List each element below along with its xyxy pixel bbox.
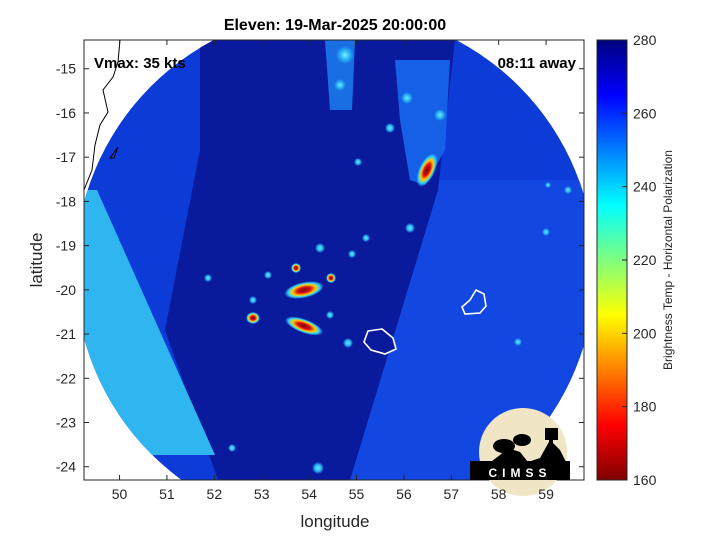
time-away-label: 08:11 away [498, 55, 577, 72]
y-tick-label: -15 [56, 61, 76, 77]
x-tick-label: 50 [112, 486, 128, 502]
colorbar-label: Brightness Temp - Horizontal Polarizatio… [661, 150, 675, 370]
y-tick-label: -16 [56, 105, 76, 121]
colorbar-tick-label: 240 [633, 179, 657, 195]
x-tick-label: 57 [444, 486, 460, 502]
y-tick-label: -21 [56, 326, 76, 342]
madagascar-islet [109, 146, 119, 159]
x-tick-label: 58 [491, 486, 507, 502]
x-tick-label: 59 [538, 486, 554, 502]
y-tick-label: -19 [56, 238, 76, 254]
core-south [285, 316, 323, 336]
map-title: Eleven: 19-Mar-2025 20:00:00 [224, 17, 446, 34]
y-tick-label: -23 [56, 415, 76, 431]
colorbar-ticks: 280 260 240 220 200 180 160 [622, 32, 657, 488]
core-band-north-east [416, 153, 438, 187]
core-small-north [291, 263, 301, 273]
x-tick-label: 52 [207, 486, 223, 502]
y-tick-label: -17 [56, 149, 76, 165]
colorbar-tick-label: 180 [633, 399, 657, 415]
colorbar-tick-label: 280 [633, 32, 657, 48]
vmax-label: Vmax: 35 kts [94, 55, 186, 72]
y-axis-label: latitude [27, 233, 46, 288]
y-tick-label: -24 [56, 459, 76, 475]
swath-central-band [165, 40, 455, 480]
x-axis-label: longitude [300, 512, 369, 531]
convective-cores [246, 153, 438, 336]
x-axis-ticks: 50 51 52 53 54 55 56 57 58 59 [112, 40, 554, 502]
core-north [284, 281, 324, 299]
y-axis-ticks: -15 -16 -17 -18 -19 -20 -21 -22 -23 -24 [56, 61, 584, 475]
x-tick-label: 56 [396, 486, 412, 502]
colorbar-tick-label: 200 [633, 325, 657, 341]
y-tick-label: -18 [56, 193, 76, 209]
colorbar-tick-label: 260 [633, 105, 657, 121]
core-west [246, 312, 260, 324]
x-tick-label: 53 [254, 486, 270, 502]
madagascar-coastline [84, 40, 121, 191]
colorbar-tick-label: 220 [633, 252, 657, 268]
y-tick-label: -22 [56, 370, 76, 386]
colorbar-tick-label: 160 [633, 472, 657, 488]
axes-frame [83, 39, 585, 481]
cimss-logo-text: CIMSS [488, 466, 551, 480]
core-small-east [326, 273, 336, 283]
cimss-logo: CIMSS [470, 408, 570, 496]
rainband-north-east [395, 60, 450, 185]
reunion-island-outline [363, 328, 397, 355]
x-tick-label: 55 [349, 486, 365, 502]
x-tick-label: 54 [301, 486, 317, 502]
x-tick-label: 51 [159, 486, 175, 502]
mauritius-island-outline [461, 288, 487, 315]
y-tick-label: -20 [56, 282, 76, 298]
scattered-cells [204, 46, 572, 474]
